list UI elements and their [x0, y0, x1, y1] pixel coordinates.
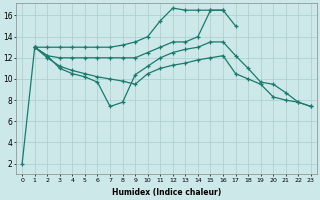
X-axis label: Humidex (Indice chaleur): Humidex (Indice chaleur) [112, 188, 221, 197]
